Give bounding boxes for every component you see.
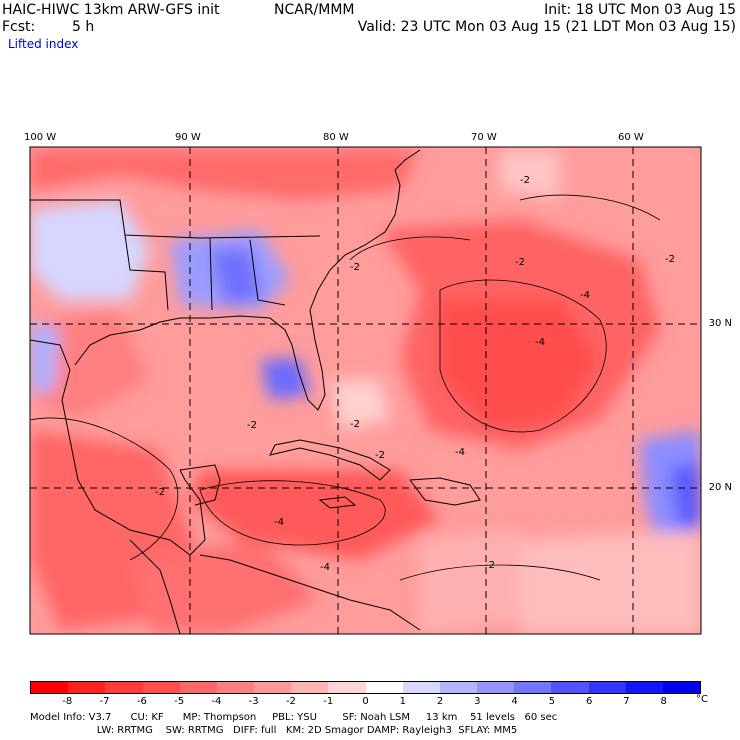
colorbar-tick-label: 6 [585, 696, 593, 707]
lon-label-100w: 100 W [24, 132, 57, 143]
contour-label: -4 [580, 290, 590, 301]
colorbar-tick-label: -6 [136, 696, 147, 707]
colorbar-swatch [328, 682, 366, 693]
colorbar-tick-label: -1 [323, 696, 334, 707]
colorbar [30, 681, 701, 694]
colorbar-tick-label: -4 [211, 696, 222, 707]
contour-label: -4 [535, 337, 545, 348]
model-info-line2: LW: RRTMG SW: RRTMG DIFF: full KM: 2D Sm… [30, 725, 518, 736]
contour-label: -2 [515, 257, 525, 268]
map-frame [29, 146, 702, 635]
fcst-label: Fcst: [2, 19, 36, 35]
colorbar-tick-label: -2 [285, 696, 296, 707]
contour-label: -4 [455, 447, 465, 458]
contour-label: -2 [350, 262, 360, 273]
lon-label-60w: 60 W [618, 132, 644, 143]
colorbar-tick-label: 8 [660, 696, 667, 707]
colorbar-swatch [216, 682, 255, 693]
colorbar-tick-label: 5 [548, 696, 556, 707]
colorbar-tick-label: -5 [174, 696, 185, 707]
colorbar-swatch [439, 682, 478, 693]
colorbar-swatch [31, 682, 69, 693]
colorbar-tick-label: 1 [399, 696, 406, 707]
lon-label-70w: 70 W [471, 132, 497, 143]
contour-label: -2 [665, 254, 675, 265]
colorbar-swatch [179, 682, 217, 693]
contour-label: -2 [155, 487, 165, 498]
colorbar-tick-label: 3 [474, 696, 481, 707]
colorbar-swatch [365, 682, 403, 693]
contour-label-group: -2 -2 -2 -2 -4 -4 -2 -2 -4 -4 -2 -2 -4 -2 [155, 175, 675, 573]
colorbar-swatch [588, 682, 626, 693]
map-field [30, 147, 701, 634]
lon-label-80w: 80 W [323, 132, 349, 143]
contour-label: -2 [375, 450, 385, 461]
contour-label: -4 [320, 562, 330, 573]
colorbar-tick-label: 4 [511, 696, 518, 707]
colorbar-unit: °C [696, 694, 708, 705]
lat-label-20n: 20 N [708, 482, 732, 493]
colorbar-swatch [625, 682, 663, 693]
model-title: HAIC-HIWC 13km ARW-GFS init [2, 2, 220, 18]
lat-label-30n: 30 N [708, 318, 732, 329]
colorbar-swatch [551, 682, 589, 693]
contour-label: -2 [485, 560, 495, 571]
grid-lines [30, 147, 701, 634]
colorbar-tick-label: 7 [623, 696, 630, 707]
lon-label-90w: 90 W [175, 132, 201, 143]
contour-label: -2 [350, 419, 360, 430]
valid-time: Valid: 23 UTC Mon 03 Aug 15 (21 LDT Mon … [357, 19, 736, 35]
colorbar-swatch [514, 682, 552, 693]
contour-label: -4 [274, 517, 284, 528]
colorbar-swatch [254, 682, 292, 693]
fcst-value: 5 h [72, 19, 95, 35]
colorbar-swatch [291, 682, 329, 693]
field-name: Lifted index [8, 37, 79, 51]
colorbar-tick-label: -8 [62, 696, 73, 707]
colorbar-tick-label: -7 [99, 696, 110, 707]
colorbar-tick-label: -3 [248, 696, 259, 707]
contour-label: -2 [520, 175, 530, 186]
colorbar-swatch [105, 682, 143, 693]
contour-lines [30, 194, 661, 581]
coastlines [30, 149, 481, 634]
model-info-line1: Model Info: V3.7 CU: KF MP: Thompson PBL… [30, 712, 558, 723]
colorbar-tick-label: 2 [436, 696, 444, 707]
init-time: Init: 18 UTC Mon 03 Aug 15 [544, 2, 736, 18]
contour-label: -2 [247, 420, 257, 431]
colorbar-swatch [402, 682, 440, 693]
colorbar-swatch [68, 682, 106, 693]
colorbar-swatch [142, 682, 180, 693]
org-label: NCAR/MMM [274, 2, 355, 18]
colorbar-swatch [477, 682, 515, 693]
colorbar-swatch [662, 682, 701, 693]
colorbar-tick-label: 0 [362, 696, 369, 707]
